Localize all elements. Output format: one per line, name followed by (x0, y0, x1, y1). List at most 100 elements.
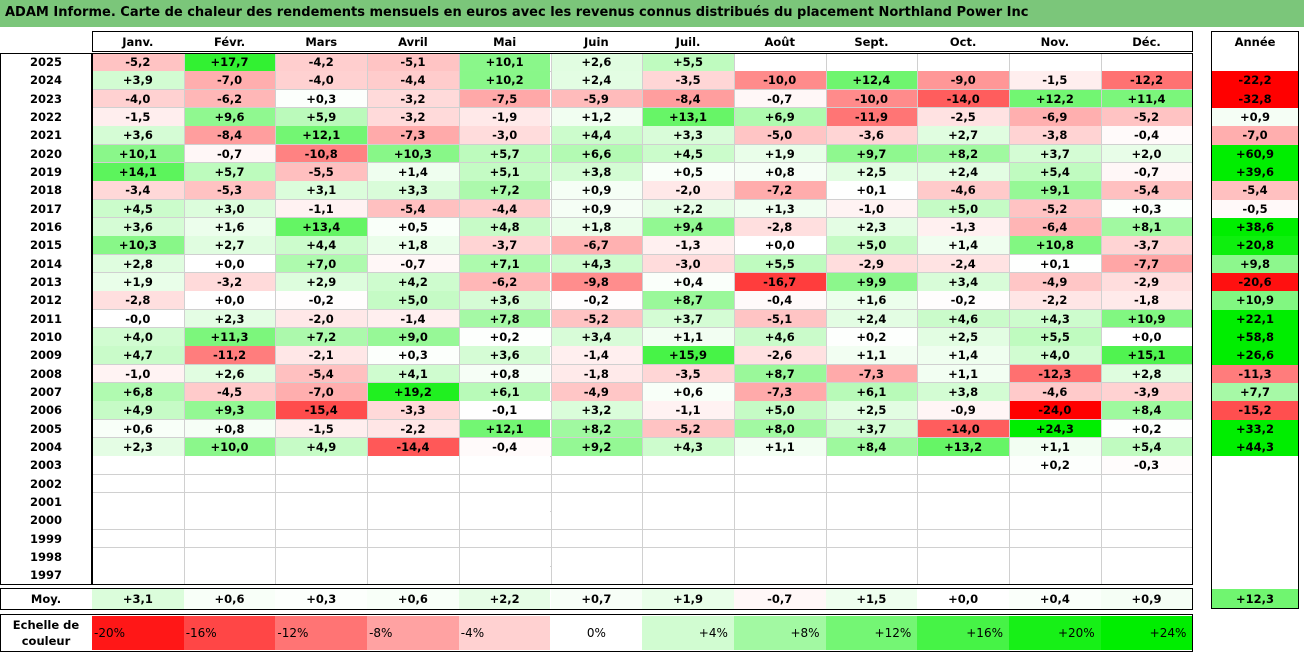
heatmap-cell: -1,3 (917, 217, 1009, 237)
scale-swatch: +16% (917, 616, 1009, 650)
heatmap-cell: -9,0 (917, 71, 1009, 90)
heatmap-cell: +0,9 (550, 181, 643, 200)
heatmap-cell: +3,6 (92, 126, 184, 145)
heatmap-cell (183, 492, 276, 512)
heatmap-cell: +2,3 (92, 437, 184, 457)
heatmap-cell: +10,1 (458, 53, 551, 72)
heatmap-cell: -2,2 (1009, 291, 1101, 310)
heatmap-cell: -0,3 (1100, 456, 1193, 475)
heatmap-cell: -2,5 (917, 107, 1009, 127)
month-header: Nov. (1040, 35, 1070, 49)
heatmap-cell: +1,4 (917, 346, 1009, 365)
heatmap-cell (733, 492, 826, 512)
average-cell: +1,5 (825, 589, 918, 609)
heatmap-cell (550, 474, 643, 493)
heatmap-cell: -6,2 (183, 89, 276, 108)
heatmap-cell: +5,5 (733, 254, 826, 273)
heatmap-cell: +8,7 (733, 364, 826, 383)
heatmap-cell: -0,4 (458, 437, 551, 457)
heatmap-cell: +8,4 (825, 437, 918, 457)
heatmap-cell: -3,5 (642, 71, 734, 90)
heatmap-cell: -1,1 (275, 199, 368, 218)
heatmap-cell: +0,5 (642, 162, 734, 182)
month-header: Janv. (122, 35, 154, 49)
year-label: 2012 (29, 293, 62, 308)
heatmap-cell: -11,2 (183, 346, 276, 365)
heatmap-cell: -2,2 (367, 419, 459, 438)
heatmap-cell: +3,8 (550, 162, 643, 182)
year-label: 2019 (29, 164, 62, 179)
heatmap-cell: +1,4 (917, 236, 1009, 255)
heatmap-cell: +5,5 (642, 53, 734, 72)
annual-cell: +44,3 (1211, 437, 1299, 457)
heatmap-cell: -7,2 (733, 181, 826, 200)
heatmap-cell: +3,9 (92, 71, 184, 90)
year-label: 2002 (29, 476, 62, 491)
scale-swatch: +24% (1100, 616, 1193, 650)
heatmap-cell: -1,9 (458, 107, 551, 127)
annual-cell: +0,9 (1211, 107, 1299, 127)
heatmap-cell: -8,4 (183, 126, 276, 145)
scale-swatch: +4% (642, 616, 734, 650)
heatmap-cell: -3,8 (1009, 126, 1101, 145)
heatmap-cell: -7,3 (825, 364, 918, 383)
heatmap-cell (367, 529, 459, 548)
heatmap-cell: -1,4 (367, 309, 459, 328)
year-label: 2015 (29, 238, 62, 253)
heatmap-cell: +14,1 (92, 162, 184, 182)
heatmap-cell: +0,6 (642, 382, 734, 402)
column-divider (917, 53, 919, 585)
heatmap-cell: -5,2 (642, 419, 734, 438)
heatmap-cell: +2,3 (183, 309, 276, 328)
heatmap-cell (92, 474, 184, 493)
heatmap-cell (458, 492, 551, 512)
year-label: 2021 (29, 128, 62, 143)
heatmap-cell: -5,1 (367, 53, 459, 72)
heatmap-cell: -1,1 (642, 401, 734, 420)
heatmap-cell (1009, 566, 1101, 585)
annual-cell: -0,5 (1211, 199, 1299, 218)
heatmap-cell: +0,3 (275, 89, 368, 108)
heatmap-cell: -0,2 (917, 291, 1009, 310)
heatmap-cell (1100, 547, 1193, 567)
heatmap-cell: -4,0 (275, 71, 368, 90)
heatmap-cell: -2,0 (642, 181, 734, 200)
heatmap-cell: +7,1 (458, 254, 551, 273)
heatmap-cell: -2,9 (1100, 272, 1193, 292)
heatmap-cell (917, 53, 1009, 72)
heatmap-cell (917, 529, 1009, 548)
heatmap-cell (367, 474, 459, 493)
heatmap-cell: -16,7 (733, 272, 826, 292)
heatmap-cell: +8,1 (1100, 217, 1193, 237)
heatmap-cell: +2,6 (183, 364, 276, 383)
annual-cell (1211, 566, 1299, 585)
heatmap-cell: -5,4 (367, 199, 459, 218)
annual-cell: -32,8 (1211, 89, 1299, 108)
annual-cell: +10,9 (1211, 291, 1299, 310)
heatmap-cell: +3,4 (550, 327, 643, 347)
heatmap-cell (458, 547, 551, 567)
year-label: 2008 (29, 366, 62, 381)
heatmap-cell: +0,0 (1100, 327, 1193, 347)
heatmap-cell (1009, 511, 1101, 530)
heatmap-cell: -5,3 (183, 181, 276, 200)
heatmap-cell: -5,1 (733, 309, 826, 328)
heatmap-cell: -5,4 (275, 364, 368, 383)
heatmap-cell: +10,8 (1009, 236, 1101, 255)
heatmap-cell: -3,7 (458, 236, 551, 255)
heatmap-cell: +9,2 (550, 437, 643, 457)
heatmap-cell: +8,2 (550, 419, 643, 438)
heatmap-cell (733, 529, 826, 548)
annual-cell: +22,1 (1211, 309, 1299, 328)
heatmap-cell: -8,4 (642, 89, 734, 108)
scale-swatch: +12% (825, 616, 918, 650)
heatmap-cell: -1,8 (1100, 291, 1193, 310)
column-divider (642, 53, 644, 585)
year-label: 2013 (29, 274, 62, 289)
row-divider (92, 584, 1193, 586)
heatmap-cell: -5,2 (1009, 199, 1101, 218)
heatmap-cell: +15,9 (642, 346, 734, 365)
heatmap-cell (733, 547, 826, 567)
heatmap-cell: +1,4 (367, 162, 459, 182)
